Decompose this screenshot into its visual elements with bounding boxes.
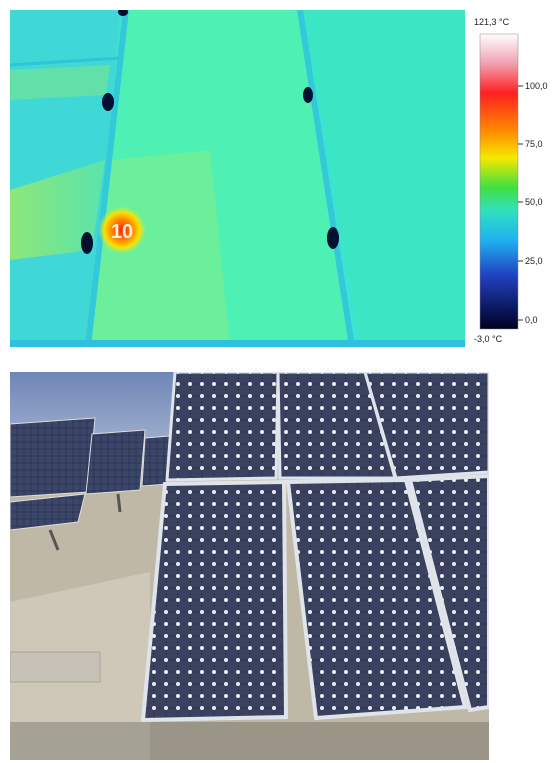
thermal-image: 10 — [10, 10, 465, 347]
hot-spot — [98, 206, 146, 254]
scale-min-label: -3,0 °C — [474, 334, 503, 344]
scale-max-label: 121,3 °C — [474, 17, 510, 27]
scale-tick-100: 100,0 — [525, 81, 548, 91]
scale-tick-75: 75,0 — [525, 139, 543, 149]
temperature-scale: 121,3 °C 100,0 75,0 50,0 25,0 0,0 -3,0 °… — [474, 17, 548, 344]
solar-panel-photo — [10, 372, 489, 760]
scale-tick-50: 50,0 — [525, 197, 543, 207]
scale-tick-25: 25,0 — [525, 256, 543, 266]
scale-tick-0: 0,0 — [525, 315, 538, 325]
color-bar — [479, 33, 519, 330]
hot-spot-label: 10 — [111, 221, 133, 243]
